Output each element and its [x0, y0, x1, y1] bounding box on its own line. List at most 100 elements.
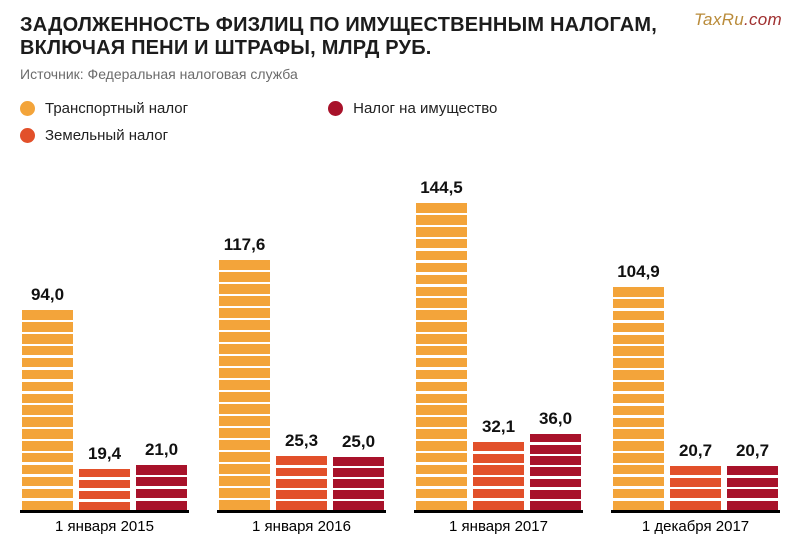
watermark: TaxRu.com [694, 10, 782, 30]
legend-swatch-land [20, 128, 35, 143]
bar-segment [79, 469, 130, 477]
bar-segment [219, 356, 270, 366]
bar-row: 94,019,421,0 [20, 175, 189, 510]
bar-segment [473, 477, 524, 486]
bar-segment [333, 501, 384, 510]
bar-segment [22, 429, 73, 438]
bar-segment [22, 334, 73, 343]
bar-segment [416, 453, 467, 462]
bar-body [22, 310, 73, 510]
bar-segment [416, 334, 467, 343]
bar-segment [416, 394, 467, 403]
bar-group: 144,532,136,01 января 2017 [414, 175, 583, 513]
bar-segment [613, 287, 664, 296]
bar-segment [613, 429, 664, 438]
bar: 36,0 [530, 175, 581, 510]
bar-segment [670, 478, 721, 487]
bar-segment [530, 479, 581, 488]
bar-body [727, 466, 778, 510]
bar-segment [530, 456, 581, 465]
bar-segment [219, 392, 270, 402]
bar-segment [22, 489, 73, 498]
legend-item-property: Налог на имущество [328, 100, 497, 117]
bar-segment [333, 479, 384, 488]
bar-segment [416, 441, 467, 450]
bar-segment [416, 346, 467, 355]
bar: 32,1 [473, 175, 524, 510]
bar-segment [473, 501, 524, 510]
bar-segment [219, 476, 270, 486]
bar-segment [416, 322, 467, 331]
bar-segment [22, 453, 73, 462]
bar-segment [136, 465, 187, 474]
bar-segment [530, 490, 581, 499]
bar-segment [613, 406, 664, 415]
bar: 25,0 [333, 175, 384, 510]
bar-row: 144,532,136,0 [414, 175, 583, 510]
x-axis-label: 1 декабря 2017 [611, 510, 780, 535]
legend-swatch-property [328, 101, 343, 116]
bar-row: 104,920,720,7 [611, 175, 780, 510]
legend: Транспортный налог Земельный налог Налог… [0, 86, 800, 144]
bar-segment [416, 310, 467, 319]
bar-segment [416, 358, 467, 367]
bar-segment [670, 501, 721, 510]
bar-body [333, 457, 384, 510]
bar-segment [22, 382, 73, 391]
bar-segment [416, 429, 467, 438]
bar-segment [219, 428, 270, 438]
bar-segment [22, 394, 73, 403]
bar-segment [333, 490, 384, 499]
x-axis-label: 1 января 2016 [217, 510, 386, 535]
bar-segment [613, 489, 664, 498]
bar-value-label: 25,3 [276, 431, 327, 456]
bar-segment [22, 310, 73, 319]
watermark-part1: TaxRu [694, 10, 744, 29]
bar-segment [416, 215, 467, 224]
bar-segment [416, 287, 467, 296]
bar-segment [219, 488, 270, 498]
chart-title: ЗАДОЛЖЕННОСТЬ ФИЗЛИЦ ПО ИМУЩЕСТВЕННЫМ НА… [20, 14, 780, 60]
bar: 94,0 [22, 175, 73, 510]
bar: 21,0 [136, 175, 187, 510]
bar-body [219, 260, 270, 510]
bar-segment [219, 284, 270, 294]
bar-body [473, 442, 524, 510]
bar-segment [613, 311, 664, 320]
bar-segment [473, 489, 524, 498]
bar-segment [219, 416, 270, 426]
bar-segment [276, 479, 327, 488]
bar-segment [416, 405, 467, 414]
bar-value-label: 20,7 [670, 441, 721, 466]
bar-segment [416, 501, 467, 510]
bar-value-label: 36,0 [530, 409, 581, 434]
legend-column-right: Налог на имущество [328, 100, 497, 144]
bar-segment [530, 434, 581, 443]
legend-swatch-transport [20, 101, 35, 116]
bar-segment [613, 418, 664, 427]
x-axis-label: 1 января 2017 [414, 510, 583, 535]
bar-value-label: 144,5 [416, 178, 467, 203]
bar-value-label: 117,6 [219, 235, 270, 260]
legend-column-left: Транспортный налог Земельный налог [20, 100, 188, 144]
bar-body [276, 456, 327, 510]
bar-segment [613, 346, 664, 355]
bar-segment [276, 490, 327, 499]
bar-segment [219, 452, 270, 462]
bar-value-label: 20,7 [727, 441, 778, 466]
bar-segment [613, 453, 664, 462]
bar-segment [613, 382, 664, 391]
legend-item-land: Земельный налог [20, 127, 188, 144]
bar-body [613, 287, 664, 510]
bar-segment [22, 441, 73, 450]
bar-segment [79, 502, 130, 510]
bar-group: 117,625,325,01 января 2016 [217, 175, 386, 513]
bar: 25,3 [276, 175, 327, 510]
bar-segment [22, 465, 73, 474]
bar-segment [219, 368, 270, 378]
bar-segment [136, 501, 187, 510]
bar-segment [416, 417, 467, 426]
bar-value-label: 19,4 [79, 444, 130, 469]
bar-segment [22, 322, 73, 331]
header: ЗАДОЛЖЕННОСТЬ ФИЗЛИЦ ПО ИМУЩЕСТВЕННЫМ НА… [0, 0, 800, 86]
